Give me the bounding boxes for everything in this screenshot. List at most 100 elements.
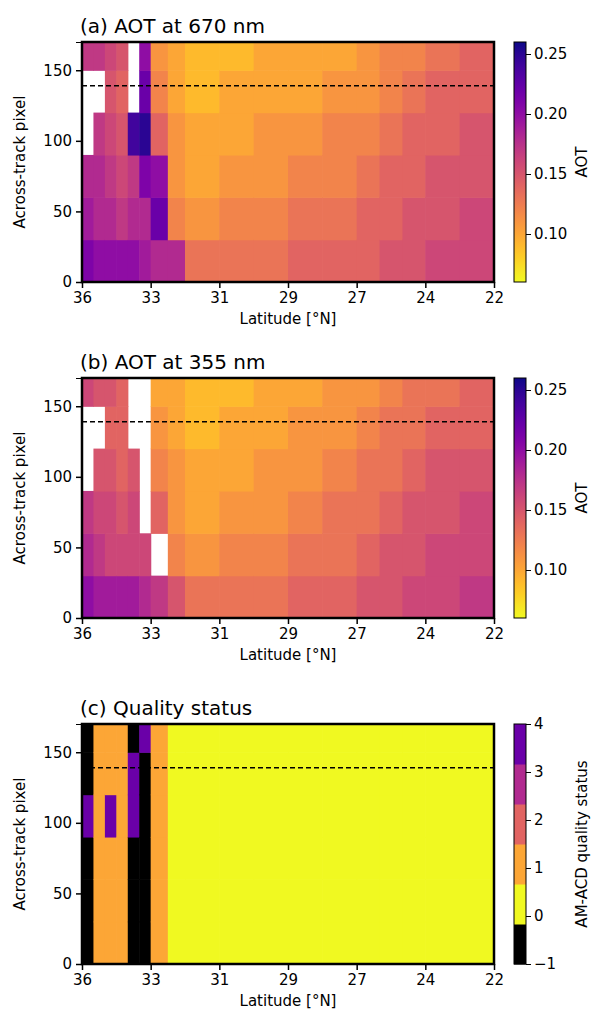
cell: [93, 922, 105, 964]
colorbar-tick: 0.20: [526, 105, 567, 123]
cell: [116, 197, 128, 240]
cell: [93, 795, 105, 838]
cell: [128, 449, 140, 492]
cell: [322, 42, 357, 71]
cells: [82, 42, 494, 282]
cell: [93, 533, 105, 576]
cell: [402, 406, 425, 449]
cell: [402, 879, 425, 922]
colorbar-gradient: [514, 378, 526, 618]
cell: [380, 533, 403, 576]
cell: [425, 155, 460, 198]
cell: [460, 491, 494, 534]
x-tick: 27: [348, 964, 367, 989]
cell: [128, 837, 140, 880]
y-tick-label: 150: [43, 744, 72, 762]
colorbar-frame: [514, 378, 526, 618]
cell: [460, 879, 494, 922]
cell: [322, 449, 357, 492]
panel: 36333129272422050100150(b) AOT at 355 nm…: [11, 350, 504, 664]
cell: [425, 449, 460, 492]
cell: [105, 724, 117, 753]
cell: [116, 240, 128, 282]
cell: [105, 378, 117, 407]
colorbar-tick-label: −1: [534, 955, 556, 973]
cell: [254, 922, 289, 964]
cell: [219, 449, 254, 492]
cell: [357, 155, 380, 198]
cell: [93, 879, 105, 922]
cell: [402, 752, 425, 795]
cell: [288, 795, 323, 838]
colorbar-label: AM-ACD quality status: [573, 760, 591, 927]
cell: [288, 922, 323, 964]
cell: [254, 449, 289, 492]
cell: [254, 879, 289, 922]
panel-title: (b) AOT at 355 nm: [80, 350, 265, 374]
y-tick: 150: [43, 62, 82, 80]
cell: [105, 837, 117, 880]
cell: [128, 533, 140, 576]
cell: [402, 113, 425, 156]
x-tick-label: 22: [485, 625, 504, 643]
cell: [288, 576, 323, 618]
cell: [219, 576, 254, 618]
cell: [425, 576, 460, 618]
colorbar-tick-label: 0.25: [534, 45, 567, 63]
cell: [254, 795, 289, 838]
cell: [219, 752, 254, 795]
cell: [460, 42, 494, 71]
colorbar-band: [514, 884, 526, 925]
cell: [139, 752, 151, 795]
y-tick: 50: [53, 203, 82, 221]
cell: [322, 795, 357, 838]
cell: [82, 491, 94, 534]
cell: [460, 837, 494, 880]
cell: [380, 795, 403, 838]
cell: [151, 449, 169, 492]
cell: [254, 197, 289, 240]
colorbar-tick-mark: [526, 510, 531, 511]
cell: [288, 752, 323, 795]
cell: [322, 406, 357, 449]
cell: [357, 795, 380, 838]
y-tick: 150: [43, 398, 82, 416]
cell: [185, 533, 220, 576]
cell: [168, 795, 186, 838]
cell: [82, 724, 94, 753]
y-tick: 100: [43, 468, 82, 486]
colorbar-tick: 0.10: [526, 225, 567, 243]
colorbar-tick: 4: [526, 715, 544, 733]
cell: [128, 113, 140, 156]
cell: [460, 752, 494, 795]
cell: [139, 155, 151, 198]
cell: [219, 533, 254, 576]
x-tick-label: 27: [348, 971, 367, 989]
cell: [425, 378, 460, 407]
cell: [254, 752, 289, 795]
cell: [82, 795, 94, 838]
x-tick-label: 33: [142, 289, 161, 307]
colorbar-axis-line: [527, 379, 532, 619]
cell: [139, 576, 151, 618]
cell: [219, 378, 254, 407]
cell: [288, 240, 323, 282]
cell: [254, 378, 289, 407]
cell: [254, 533, 289, 576]
colorbar-tick-mark: [526, 724, 531, 725]
cell: [288, 491, 323, 534]
cell: [168, 491, 186, 534]
x-tick: 36: [73, 282, 92, 307]
colorbar-tick: 1: [526, 859, 544, 877]
cell: [185, 879, 220, 922]
colorbar-tick: 0.25: [526, 45, 567, 63]
x-tick: 36: [73, 964, 92, 989]
cell: [116, 406, 128, 449]
cell: [116, 576, 128, 618]
cell: [82, 576, 94, 618]
cells: [82, 378, 494, 618]
cell: [322, 491, 357, 534]
cell: [185, 197, 220, 240]
cell: [168, 240, 186, 282]
cell: [402, 155, 425, 198]
